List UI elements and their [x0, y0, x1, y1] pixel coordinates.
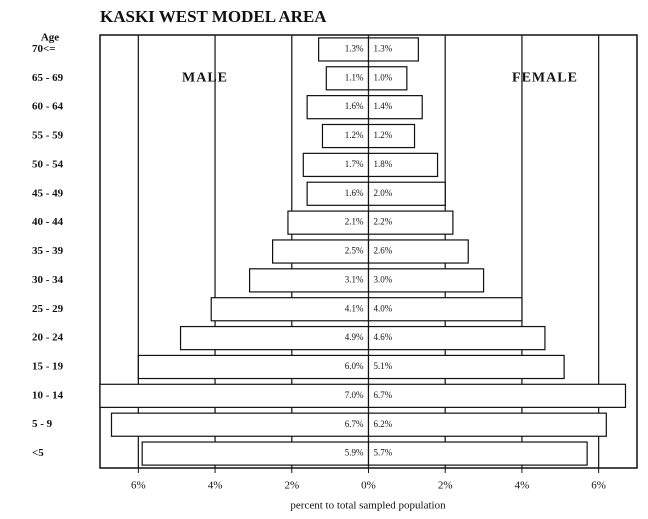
value-label: 1.0% [374, 72, 393, 82]
value-label: 6.2% [374, 419, 393, 429]
bar [367, 325, 546, 351]
bar [179, 325, 370, 351]
y-tick-label: <5 [32, 447, 44, 459]
value-label: 6.7% [345, 419, 364, 429]
value-label: 3.1% [345, 274, 364, 284]
value-label: 1.2% [345, 130, 364, 140]
value-label: 4.1% [345, 303, 364, 313]
value-label: 3.0% [374, 274, 393, 284]
chart-title: KASKI WEST MODEL AREA [100, 7, 327, 26]
bar [367, 37, 419, 62]
bar [367, 383, 627, 408]
x-tick-label: 4% [515, 480, 530, 492]
value-label: 1.1% [345, 72, 364, 82]
value-label: 1.3% [374, 43, 393, 53]
y-axis-label: Age [41, 32, 59, 44]
bar [367, 152, 439, 178]
y-tick-label: 40 - 44 [32, 216, 64, 228]
value-label: 4.0% [374, 303, 393, 313]
bar [367, 239, 469, 264]
y-tick-label: 45 - 49 [32, 187, 64, 199]
bar [367, 181, 446, 206]
value-label: 1.6% [345, 101, 364, 111]
x-axis-label: percent to total sampled population [290, 500, 446, 512]
x-tick-label: 0% [361, 480, 376, 492]
y-tick-label: 60 - 64 [32, 101, 64, 113]
y-tick-label: 15 - 19 [32, 360, 64, 372]
x-tick-label: 2% [284, 480, 299, 492]
bar [99, 383, 370, 408]
value-label: 2.6% [374, 246, 393, 256]
bar [137, 354, 370, 380]
value-label: 1.4% [374, 101, 393, 111]
value-label: 6.0% [345, 361, 364, 371]
value-label: 2.5% [345, 246, 364, 256]
y-tick-label: 20 - 24 [32, 332, 64, 344]
x-tick-label: 4% [208, 480, 223, 492]
bar [367, 66, 408, 91]
value-label: 6.7% [374, 390, 393, 400]
bar [367, 123, 416, 149]
value-label: 2.1% [345, 217, 364, 227]
value-label: 4.6% [374, 332, 393, 342]
x-tick-label: 6% [131, 480, 146, 492]
bar [367, 268, 485, 293]
y-tick-label: 70<= [32, 43, 56, 55]
y-tick-label: 55 - 59 [32, 130, 64, 142]
value-label: 1.3% [345, 43, 364, 53]
bar [367, 210, 454, 235]
value-label: 2.0% [374, 188, 393, 198]
bar [367, 354, 565, 380]
series-label: FEMALE [512, 71, 578, 86]
y-tick-label: 50 - 54 [32, 158, 64, 170]
bar [367, 95, 423, 120]
y-tick-label: 5 - 9 [32, 418, 53, 430]
value-label: 1.6% [345, 188, 364, 198]
value-label: 1.2% [374, 130, 393, 140]
value-label: 5.7% [374, 448, 393, 458]
value-label: 4.9% [345, 332, 364, 342]
y-tick-label: 65 - 69 [32, 72, 64, 84]
value-label: 1.8% [374, 159, 393, 169]
value-label: 5.1% [374, 361, 393, 371]
x-tick-label: 6% [591, 480, 606, 492]
value-label: 1.7% [345, 159, 364, 169]
bar [367, 297, 523, 322]
series-label: MALE [182, 71, 228, 86]
y-tick-label: 25 - 29 [32, 303, 64, 315]
y-tick-label: 30 - 34 [32, 274, 64, 286]
bar [141, 441, 370, 466]
x-tick-label: 2% [438, 480, 453, 492]
value-label: 2.2% [374, 217, 393, 227]
value-label: 7.0% [345, 390, 364, 400]
value-label: 5.9% [345, 448, 364, 458]
bar [367, 412, 607, 437]
bar [367, 441, 588, 466]
bar [110, 412, 370, 437]
y-tick-label: 10 - 14 [32, 389, 64, 401]
y-tick-label: 35 - 39 [32, 245, 64, 257]
